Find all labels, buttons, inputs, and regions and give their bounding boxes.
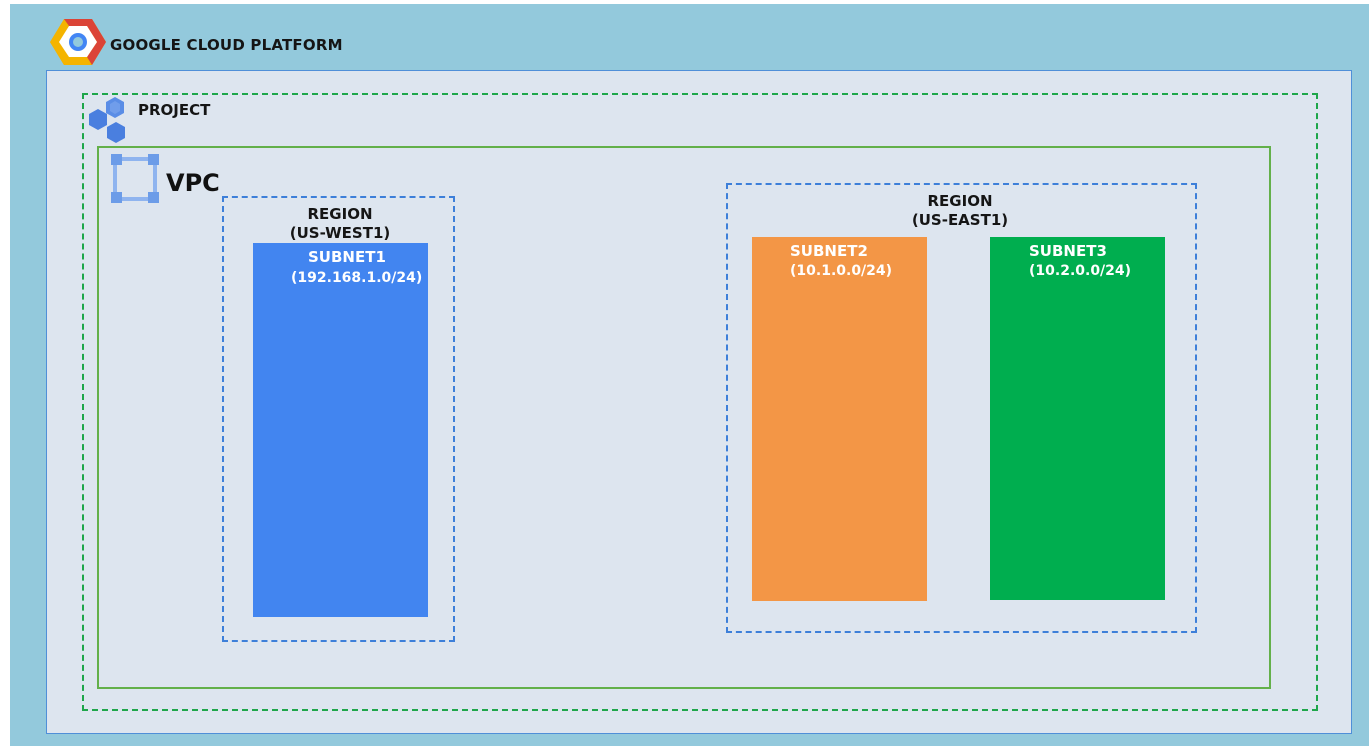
region-title: REGION <box>927 192 993 210</box>
region-name: (US-WEST1) <box>289 224 391 242</box>
subnet2-block: SUBNET2 (10.1.0.0/24) <box>752 237 927 601</box>
project-hexagons-icon <box>89 97 125 143</box>
vpc-label: VPC <box>166 169 220 197</box>
gcp-header: GOOGLE CLOUD PLATFORM <box>50 17 343 67</box>
region-name: (US-EAST1) <box>911 211 1009 229</box>
subnet3-cidr: (10.2.0.0/24) <box>1029 263 1132 279</box>
region-us-west1 <box>222 196 455 642</box>
subnet3-name: SUBNET3 <box>1029 242 1107 260</box>
subnet3-block: SUBNET3 (10.2.0.0/24) <box>990 237 1165 600</box>
region-us-west1-label: REGION (US-WEST1) <box>270 205 410 243</box>
subnet1-name: SUBNET1 <box>308 248 386 266</box>
subnet2-cidr: (10.1.0.0/24) <box>790 263 893 279</box>
region-us-east1-label: REGION (US-EAST1) <box>890 192 1030 230</box>
vpc-boundary <box>97 146 1271 689</box>
vpc-network-icon <box>111 154 159 203</box>
region-us-east1 <box>726 183 1197 633</box>
region-title: REGION <box>307 205 373 223</box>
project-label: PROJECT <box>138 101 211 119</box>
project-boundary <box>82 93 1318 711</box>
google-cloud-platform-logo-icon <box>50 19 106 65</box>
subnet1-cidr: (192.168.1.0/24) <box>291 270 423 286</box>
platform-title: GOOGLE CLOUD PLATFORM <box>110 36 343 54</box>
subnet2-name: SUBNET2 <box>790 242 868 260</box>
subnet1-block: SUBNET1 (192.168.1.0/24) <box>253 243 428 617</box>
